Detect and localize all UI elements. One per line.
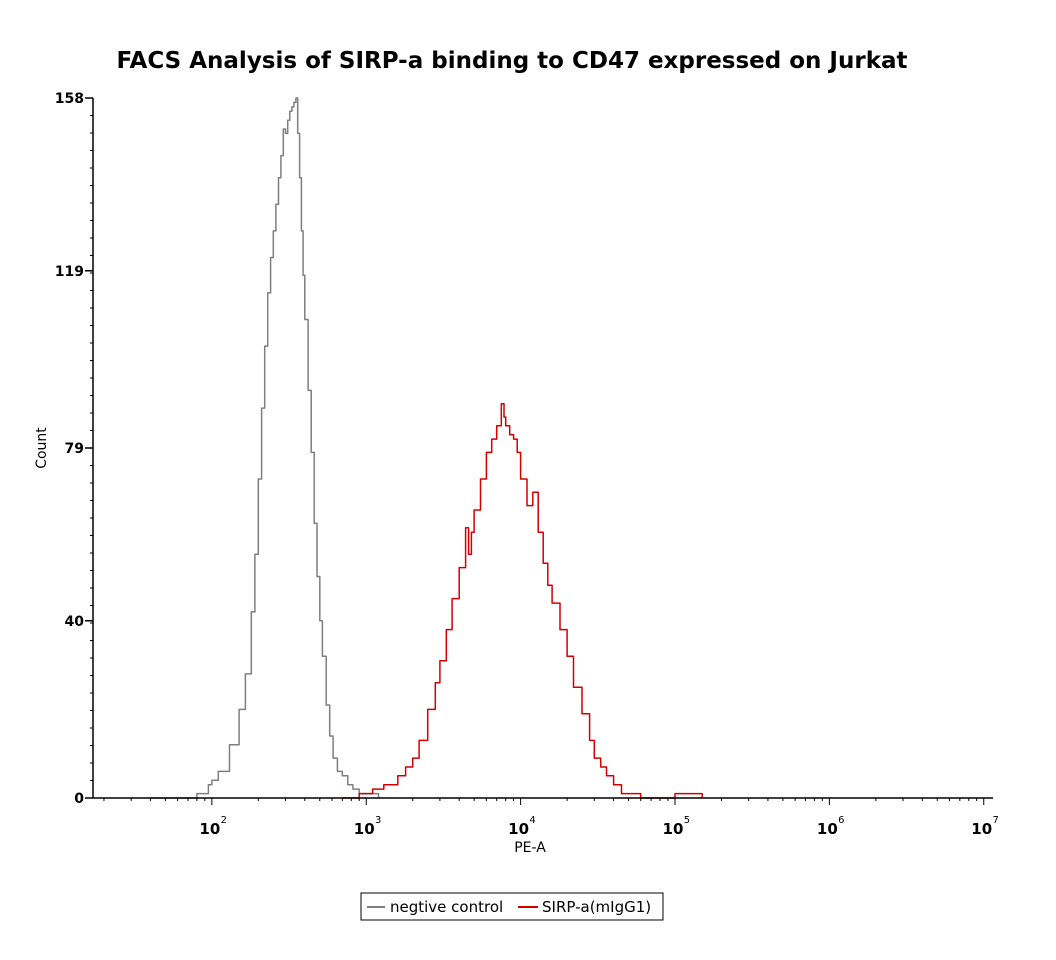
y-axis-ticks: 0 40 79 119 158 [55,91,93,807]
y-tick-label: 0 [74,791,84,807]
legend-label-sirp-a: SIRP-a(mIgG1) [542,898,651,916]
x-axis-label: PE-A [514,840,546,856]
y-tick-label: 158 [55,91,84,107]
legend-box [360,892,664,921]
series-line-sirp-a [342,402,703,799]
y-tick-label: 79 [65,441,84,457]
x-tick-label-exponent: 3 [375,815,381,826]
x-tick-label-exponent: 7 [993,815,999,826]
plot-area [150,97,703,799]
x-tick-label-base: 10 [663,820,684,838]
x-tick-label-exponent: 4 [529,815,535,826]
series-line-negative-control [150,97,380,799]
x-axis-ticks: 10 2 10 3 10 4 10 5 10 6 10 7 [103,798,999,838]
x-tick-label-base: 10 [817,820,838,838]
y-tick-label: 40 [65,614,85,630]
chart-title: FACS Analysis of SIRP-a binding to CD47 … [116,48,907,74]
x-tick-label-exponent: 6 [838,815,844,826]
legend-label-negative-control: negtive control [390,898,503,916]
x-tick-label-base: 10 [508,820,529,838]
x-tick-label-base: 10 [971,820,992,838]
x-tick-label-exponent: 2 [221,815,227,826]
x-tick-label-exponent: 5 [684,815,690,826]
legend: negtive control SIRP-a(mIgG1) [360,892,664,921]
y-tick-label: 119 [55,264,84,280]
x-tick-label-base: 10 [354,820,375,838]
x-tick-label-base: 10 [199,820,220,838]
y-axis-label: Count [34,427,50,469]
